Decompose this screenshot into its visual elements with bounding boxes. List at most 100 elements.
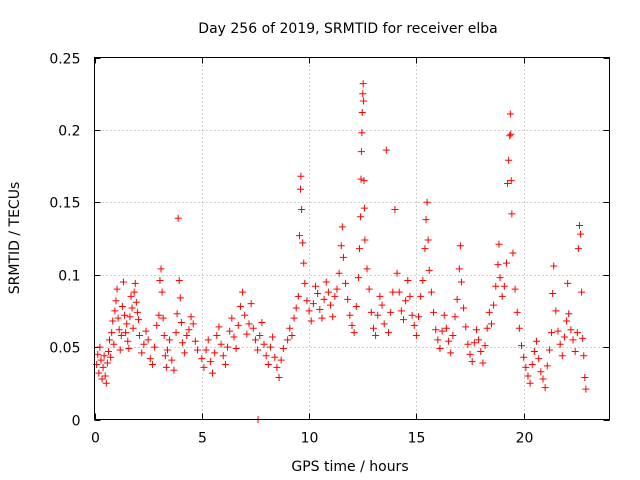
data-point	[329, 313, 337, 321]
data-point	[356, 245, 364, 253]
data-point	[243, 330, 251, 338]
data-point	[447, 349, 455, 357]
data-point	[511, 285, 519, 293]
data-point	[264, 360, 272, 368]
data-point	[236, 303, 244, 311]
data-point	[438, 327, 446, 335]
data-point	[213, 332, 221, 340]
data-point	[101, 372, 109, 380]
data-point	[500, 282, 508, 290]
data-point	[191, 337, 199, 345]
data-point	[483, 324, 491, 332]
x-tick-label: 5	[198, 431, 207, 447]
y-tick-labels: 0 0.05 0.1 0.15 0.2 0.25	[49, 52, 80, 430]
data-point	[391, 206, 399, 214]
data-point	[130, 288, 138, 296]
data-point	[286, 324, 294, 332]
data-point	[339, 253, 347, 261]
data-point	[160, 332, 168, 340]
data-point	[360, 204, 368, 212]
data-point	[507, 130, 515, 138]
data-point	[294, 292, 302, 300]
data-point	[515, 324, 523, 332]
data-point	[133, 308, 141, 316]
plot-frame	[94, 57, 610, 420]
data-point	[432, 326, 440, 334]
data-point	[354, 274, 362, 282]
data-point	[134, 316, 142, 324]
data-point	[174, 214, 182, 222]
data-point	[109, 317, 117, 325]
data-point	[178, 339, 186, 347]
data-point	[168, 356, 176, 364]
data-point	[131, 279, 139, 287]
data-point	[522, 363, 530, 371]
data-point	[247, 300, 255, 308]
data-point	[485, 308, 493, 316]
data-point	[258, 318, 266, 326]
data-point	[100, 352, 108, 360]
data-point	[436, 345, 444, 353]
data-point	[389, 288, 397, 296]
data-point	[102, 379, 110, 387]
data-point	[382, 146, 390, 154]
data-point	[126, 313, 134, 321]
data-point	[513, 308, 521, 316]
data-point	[506, 132, 514, 140]
data-point	[451, 313, 459, 321]
data-point	[507, 177, 515, 185]
data-point	[581, 374, 589, 382]
data-point	[421, 245, 429, 253]
data-point	[372, 332, 380, 340]
data-point	[464, 340, 472, 348]
data-point	[472, 326, 480, 334]
data-point	[359, 90, 367, 98]
data-point	[128, 304, 136, 312]
data-point	[224, 343, 232, 351]
data-point	[107, 353, 115, 361]
data-point	[189, 320, 197, 328]
x-tick-label: 10	[301, 431, 319, 447]
data-point	[533, 337, 541, 345]
data-point	[571, 347, 579, 355]
data-points	[93, 80, 590, 423]
data-point	[549, 290, 557, 298]
data-point	[290, 314, 298, 322]
data-point	[346, 311, 354, 319]
data-point	[194, 346, 201, 354]
data-point	[284, 336, 292, 344]
data-point	[228, 314, 236, 322]
x-axis-label: GPS time / hours	[291, 459, 408, 475]
y-tick-label: 0.1	[58, 269, 80, 285]
data-point	[262, 352, 270, 360]
data-point	[406, 292, 414, 300]
data-point	[333, 285, 341, 293]
data-point	[234, 321, 242, 329]
x-tick-label: 15	[408, 431, 426, 447]
data-point	[318, 314, 326, 322]
data-point	[309, 300, 317, 308]
data-point	[307, 317, 315, 325]
data-point	[124, 337, 132, 345]
data-point	[393, 269, 401, 277]
y-tick-label: 0.2	[58, 124, 80, 140]
data-point	[217, 340, 225, 348]
data-point	[494, 261, 502, 269]
data-point	[129, 324, 137, 332]
data-point	[185, 326, 193, 334]
data-point	[563, 317, 571, 325]
data-point	[564, 279, 572, 287]
data-point	[114, 314, 122, 322]
data-point	[535, 355, 543, 363]
data-point	[254, 346, 262, 354]
data-point	[275, 374, 283, 382]
data-point	[156, 276, 164, 284]
data-point	[322, 278, 330, 286]
data-point	[543, 362, 551, 370]
x-tick-label: 0	[91, 431, 100, 447]
data-point	[103, 359, 111, 367]
data-point	[175, 276, 183, 284]
data-point	[462, 323, 470, 331]
data-point	[292, 304, 300, 312]
